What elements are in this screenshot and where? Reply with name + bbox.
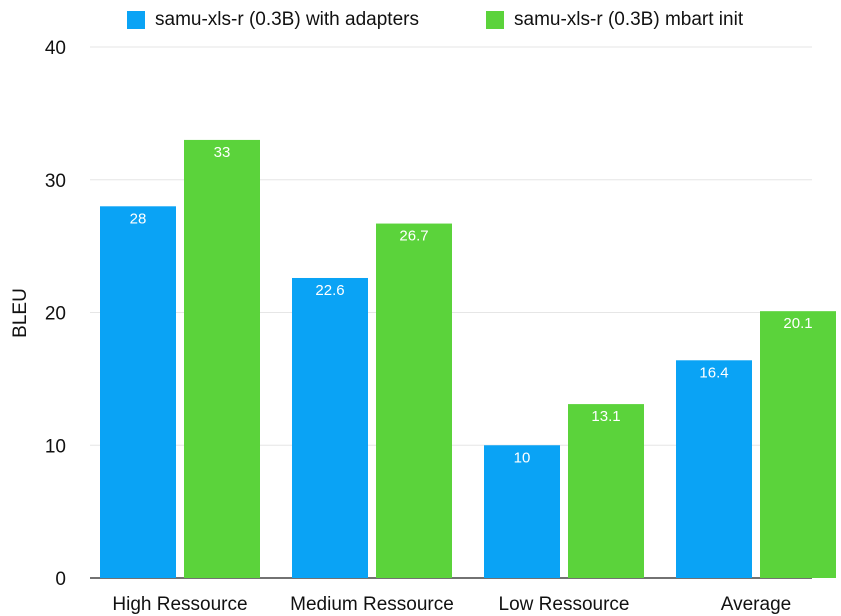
y-tick-label: 40 — [45, 38, 66, 59]
y-tick-label: 10 — [45, 436, 66, 457]
y-tick-label: 0 — [55, 569, 66, 590]
legend-label-mbart: samu-xls-r (0.3B) mbart init — [514, 9, 744, 30]
bar — [100, 206, 176, 579]
bar-value-label: 13.1 — [591, 408, 620, 425]
bar — [760, 311, 836, 578]
bar-value-label: 28 — [130, 210, 147, 227]
bar-value-label: 16.4 — [699, 364, 728, 381]
y-tick-label: 20 — [45, 304, 66, 325]
x-tick-label: High Ressource — [112, 594, 247, 615]
legend-swatch-adapters — [127, 11, 145, 29]
x-tick-label: Average — [721, 594, 791, 615]
bar — [484, 445, 560, 578]
legend: samu-xls-r (0.3B) with adapters samu-xls… — [0, 6, 841, 34]
legend-label-adapters: samu-xls-r (0.3B) with adapters — [155, 9, 419, 30]
y-axis-ticks: 0 10 20 30 40 — [45, 38, 66, 590]
legend-item-mbart: samu-xls-r (0.3B) mbart init — [486, 6, 743, 34]
y-tick-label: 30 — [45, 171, 66, 192]
y-axis-label: BLEU — [10, 288, 31, 338]
x-tick-label: Low Ressource — [499, 594, 630, 615]
bar-value-label: 33 — [214, 144, 231, 161]
bar-value-label: 20.1 — [783, 315, 812, 332]
bar — [676, 360, 752, 578]
x-tick-label: Medium Ressource — [290, 594, 454, 615]
x-axis-ticks: High Ressource Medium Ressource Low Ressou… — [112, 594, 791, 615]
bar — [292, 277, 368, 578]
bar-value-label: 22.6 — [315, 282, 344, 299]
bar-value-label: 10 — [514, 449, 531, 466]
legend-item-adapters: samu-xls-r (0.3B) with adapters — [127, 6, 419, 34]
bar — [376, 223, 452, 578]
bar — [184, 139, 260, 579]
bar — [568, 404, 644, 578]
bar-value-label: 26.7 — [399, 228, 428, 245]
legend-swatch-mbart — [486, 11, 504, 29]
bars: 28 33 22.6 26.7 10 13.1 16.4 20.1 — [100, 139, 836, 579]
